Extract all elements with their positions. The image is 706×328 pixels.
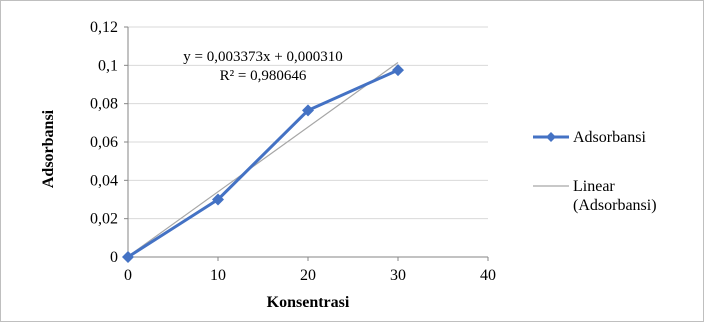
data-point-1: [212, 193, 224, 206]
x-axis-label: Konsentrasi: [267, 294, 350, 311]
y-axis-label: Adsorbansi: [40, 109, 57, 188]
y-tick-label-5: 0,1: [98, 57, 118, 74]
axes: [124, 26, 489, 261]
trendline-r-squared: R² = 0,980646: [220, 68, 307, 84]
y-tick-label-2: 0,04: [90, 172, 118, 189]
y-tick-label-3: 0,06: [90, 134, 118, 151]
gridlines: [128, 26, 488, 220]
trendline: [127, 61, 399, 257]
x-tick-labels: 0 10 20 30 40: [124, 267, 496, 284]
chart-svg: 0 0,02 0,04 0,06 0,08 0,1 0,12 0 10 20 30 40 y = 0…: [40, 19, 657, 311]
y-tick-label-0: 0: [110, 249, 118, 266]
data-point-0: [122, 251, 134, 263]
chart-frame: 0 0,02 0,04 0,06 0,08 0,1 0,12 0 10 20 30 40 y = 0…: [0, 0, 704, 322]
x-tick-label-2: 20: [300, 267, 316, 284]
y-tick-label-4: 0,08: [90, 96, 118, 113]
trendline-group: [127, 61, 399, 257]
x-tick-label-1: 10: [210, 267, 226, 284]
legend-label-linear-1: Linear: [573, 178, 615, 195]
legend-marker-adsorbansi: [546, 132, 556, 142]
legend-label-adsorbansi: Adsorbansi: [573, 129, 646, 146]
y-tick-label-6: 0,12: [90, 19, 118, 36]
x-tick-label-3: 30: [390, 267, 406, 284]
data-point-3: [392, 64, 404, 77]
y-tick-labels: 0 0,02 0,04 0,06 0,08 0,1 0,12: [90, 19, 118, 266]
y-tick-label-1: 0,02: [90, 211, 118, 228]
legend: Adsorbansi Linear (Adsorbansi): [533, 129, 657, 214]
series-line-0: [127, 68, 399, 259]
trendline-equation: y = 0,003373x + 0,000310: [183, 49, 342, 65]
x-tick-label-0: 0: [124, 267, 132, 284]
legend-label-linear-2: (Adsorbansi): [573, 197, 657, 214]
x-tick-label-4: 40: [480, 267, 496, 284]
series-group: [122, 64, 404, 263]
data-point-2: [302, 104, 314, 117]
